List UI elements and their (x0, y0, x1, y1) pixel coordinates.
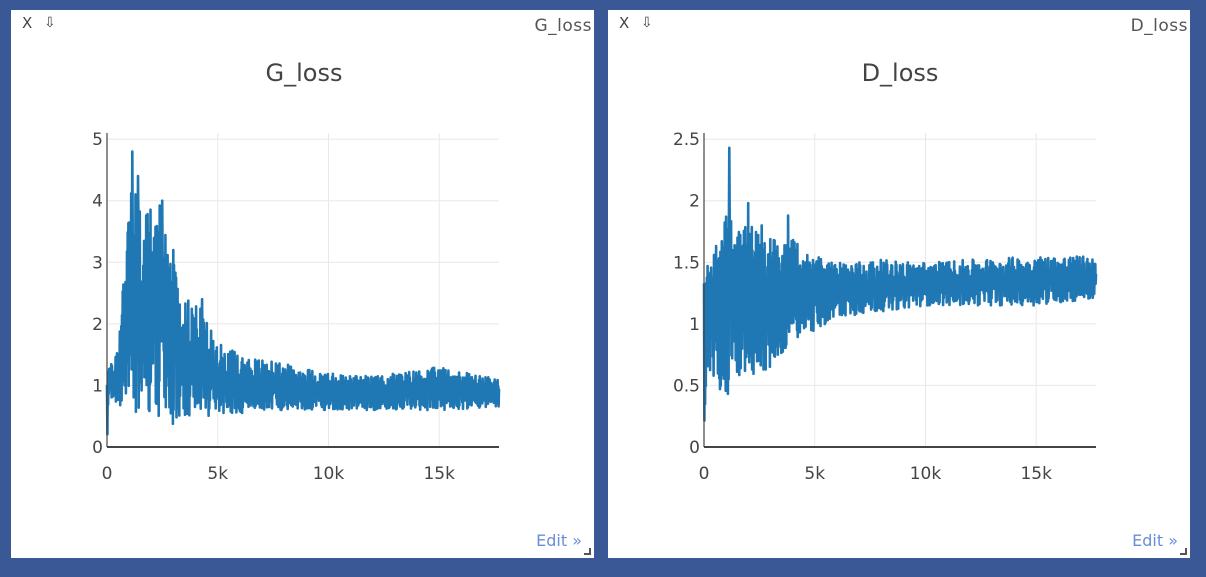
window-title: G_loss (534, 16, 592, 36)
y-tick-label: 3 (92, 253, 103, 273)
y-tick-label: 4 (92, 192, 103, 212)
series-line (105, 150, 501, 436)
x-tick-label: 5k (207, 464, 228, 484)
download-icon[interactable]: ⇩ (641, 15, 653, 31)
close-button[interactable]: X (619, 14, 630, 32)
chart-title: D_loss (862, 59, 939, 87)
y-tick-label: 5 (92, 130, 103, 150)
x-tick-label: 0 (699, 464, 710, 484)
resize-handle[interactable] (584, 548, 591, 555)
y-tick-label: 2.5 (673, 130, 700, 150)
edit-link[interactable]: Edit » (1132, 531, 1178, 550)
window-title: D_loss (1130, 16, 1188, 36)
y-tick-label: 1 (92, 376, 103, 396)
g-loss-chart: G_loss 0 5k 10k 15k 0 1 2 3 4 5 (92, 59, 501, 484)
series-line (702, 146, 1098, 422)
x-tick-label: 15k (423, 464, 455, 484)
chart-title: G_loss (266, 59, 343, 87)
x-tick-label: 10k (313, 464, 345, 484)
x-tick-label: 0 (102, 464, 113, 484)
y-tick-label: 1 (689, 315, 700, 335)
edit-link[interactable]: Edit » (536, 531, 582, 550)
resize-handle[interactable] (1180, 548, 1187, 555)
close-button[interactable]: X (22, 14, 33, 32)
d-loss-chart: D_loss 0 5k 10k 15k 0 0.5 1 1.5 2 2.5 (673, 59, 1098, 484)
y-tick-label: 1.5 (673, 253, 700, 273)
x-tick-label: 5k (804, 464, 825, 484)
y-tick-label: 0 (92, 438, 103, 458)
g-loss-pane: X ⇩ G_loss G_loss 0 5k 10k 15k 0 1 2 3 4 5 Edit » (11, 10, 594, 558)
x-tick-label: 10k (910, 464, 942, 484)
y-tick-label: 0 (689, 438, 700, 458)
y-tick-label: 2 (92, 315, 103, 335)
y-tick-label: 0.5 (673, 376, 700, 396)
d-loss-pane: X ⇩ D_loss D_loss 0 5k 10k 15k 0 0.5 1 1.5 2 2.5 … (608, 10, 1190, 558)
download-icon[interactable]: ⇩ (44, 15, 56, 31)
y-tick-label: 2 (689, 192, 700, 212)
x-tick-label: 15k (1020, 464, 1052, 484)
